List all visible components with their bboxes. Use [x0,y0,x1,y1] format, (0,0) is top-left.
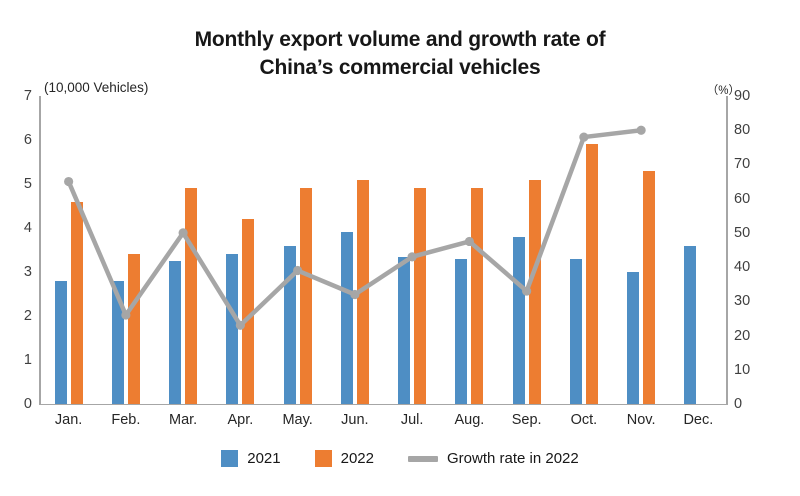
bar-2021-May [283,245,296,404]
bar-2022-Jan [70,201,83,404]
y-axis-right-tick: 60 [734,190,751,207]
y-axis-right-tick: 40 [734,259,751,276]
bar-2022-Aug [471,188,484,404]
x-axis-tick-label: Oct. [570,412,598,428]
bar-2021-Nov [627,272,640,404]
y-axis-left-tick: 3 [23,264,32,280]
bar-2021-Oct [569,258,582,404]
x-axis-tick-label: Apr. [227,412,254,428]
bar-2022-Oct [585,144,598,404]
bar-2021-Aug [455,258,468,404]
legend-label: Growth rate in 2022 [447,450,579,467]
chart-title-line-2: China’s commercial vehicles [259,56,541,79]
y-axis-right-line [726,96,728,405]
y-axis-left-tick: 7 [23,88,32,104]
plot-area [40,96,727,404]
y-axis-right-tick: 70 [734,156,751,173]
bar-2021-Dec [684,245,697,404]
bar-2022-May [299,188,312,404]
y-axis-left-tick: 5 [23,176,32,192]
x-axis-tick-label: Feb. [111,412,141,428]
bar-2021-Jan [54,280,67,404]
bar-2022-Sep [528,179,541,404]
x-axis-tick-label: Nov. [626,412,656,428]
y-axis-right-tick: 20 [734,327,751,344]
legend-square-swatch-icon [314,450,332,467]
y-axis-left-tick: 0 [23,396,32,412]
legend-label: 2022 [340,450,374,467]
bar-2022-Feb [127,254,140,404]
bar-2021-Feb [111,280,124,404]
y-axis-left-tick: 6 [23,132,32,148]
y-axis-left-unit-label: (10,000 Vehicles) [44,80,149,95]
legend-item-2021[interactable]: 2021 [221,450,281,467]
x-axis-tick-label: May. [282,412,313,428]
bar-2021-Mar [169,261,182,404]
bar-2021-Jul [398,256,411,404]
x-axis-tick-label: Aug. [454,412,485,428]
bar-2022-Apr [242,219,255,404]
y-axis-left-tick: 2 [23,308,32,324]
y-axis-left-tick: 4 [23,220,32,236]
y-axis-right-tick: 0 [734,396,743,412]
legend-label: 2021 [247,450,281,467]
chart-title-line-1: Monthly export volume and growth rate of [194,28,606,51]
y-axis-left-line [39,96,41,405]
chart-legend: 2021 2022 Growth rate in 2022 [0,450,800,467]
y-axis-right-tick: 10 [734,361,751,378]
y-axis-right-tick: 80 [734,122,751,139]
chart-title: Monthly export volume and growth rate of… [0,26,800,82]
legend-item-2022[interactable]: 2022 [314,450,374,467]
legend-item-growth-rate-in-2022[interactable]: Growth rate in 2022 [408,450,579,467]
x-axis-line [39,403,728,406]
bar-2021-Apr [226,254,239,404]
y-axis-left-tick: 1 [23,352,32,368]
x-axis-tick-label: Jun. [341,412,369,428]
y-axis-right-tick: 50 [734,224,751,241]
x-axis-tick-label: Jul. [400,412,424,428]
bar-2022-Jul [414,188,427,404]
y-axis-right-unit-label: （%） [706,85,740,97]
bar-2022-Nov [643,170,656,404]
x-axis-tick-label: Jan. [54,412,83,428]
bar-2021-Sep [512,236,525,404]
y-axis-right-tick: 90 [734,88,751,104]
legend-square-swatch-icon [221,450,239,467]
bar-2021-Jun [340,232,353,404]
bar-2022-Mar [185,188,198,404]
x-axis-tick-label: Mar. [169,412,198,428]
legend-line-swatch-icon [408,455,438,462]
bar-2022-Jun [356,179,369,404]
x-axis-tick-label: Dec. [683,412,714,428]
x-axis-tick-label: Sep. [511,412,542,428]
y-axis-right-tick: 30 [734,293,751,310]
